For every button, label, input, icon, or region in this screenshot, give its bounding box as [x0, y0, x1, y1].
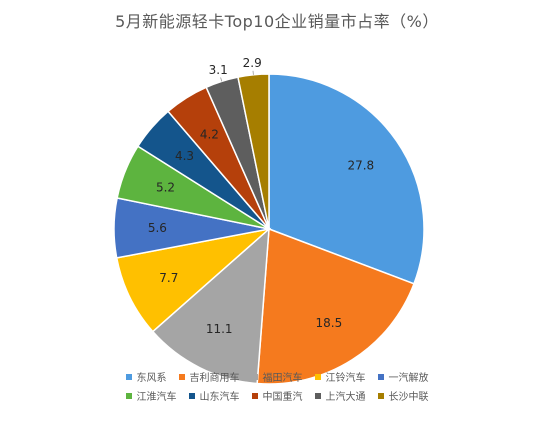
data-label-7: 4.3: [175, 149, 194, 163]
legend-item-2: 吉利商用车: [178, 369, 240, 384]
pie-slice-2: [256, 227, 415, 385]
legend-label: 中国重汽: [262, 392, 303, 403]
legend-label: 江淮汽车: [136, 392, 177, 403]
pie-slice-3: [151, 227, 270, 385]
legend-item-9: 上汽大通: [314, 388, 366, 403]
legend-label: 吉利商用车: [189, 373, 240, 384]
legend-swatch: [377, 392, 384, 399]
legend-item-4: 江铃汽车: [314, 369, 366, 384]
legend-item-7: 山东汽车: [188, 388, 240, 403]
data-label-8: 4.2: [200, 128, 219, 142]
pie-slice-1: [268, 73, 425, 285]
legend-item-6: 江淮汽车: [125, 388, 177, 403]
data-label-5: 5.6: [148, 221, 167, 235]
data-label-9: 3.1: [209, 63, 228, 77]
legend-item-1: 东风系: [125, 369, 167, 384]
legend-swatch: [251, 373, 258, 380]
legend-label: 东风系: [136, 373, 167, 384]
legend-label: 山东汽车: [199, 392, 240, 403]
data-label-6: 5.2: [156, 180, 175, 194]
chart-title: 5月新能源轻卡Top10企业销量市占率（%）: [115, 12, 439, 31]
legend-swatch: [125, 373, 132, 380]
legend-item-3: 福田汽车: [251, 369, 303, 384]
legend-label: 一汽解放: [388, 373, 429, 384]
legend-swatch: [251, 392, 258, 399]
legend-swatch: [125, 392, 132, 399]
legend-item-10: 长沙中联: [377, 388, 429, 403]
legend-item-5: 一汽解放: [377, 369, 429, 384]
data-label-1: 27.8: [347, 159, 374, 173]
legend-swatch: [178, 373, 185, 380]
legend-item-8: 中国重汽: [251, 388, 303, 403]
data-label-10: 2.9: [243, 56, 262, 70]
legend-swatch: [314, 373, 321, 380]
legend-label: 江铃汽车: [325, 373, 366, 384]
legend-swatch: [188, 392, 195, 399]
legend-swatch: [314, 392, 321, 399]
data-label-2: 18.5: [316, 316, 343, 330]
legend-row: 江淮汽车 山东汽车 中国重汽 上汽大通 长沙中联: [0, 388, 554, 403]
legend-label: 福田汽车: [262, 373, 303, 384]
legend-row: 东风系 吉利商用车 福田汽车 江铃汽车 一汽解放: [0, 369, 554, 384]
legend-label: 长沙中联: [388, 392, 429, 403]
legend-label: 上汽大通: [325, 392, 366, 403]
legend-swatch: [377, 373, 384, 380]
data-label-3: 11.1: [206, 322, 233, 336]
data-label-4: 7.7: [159, 271, 178, 285]
leader-line: [220, 77, 223, 82]
